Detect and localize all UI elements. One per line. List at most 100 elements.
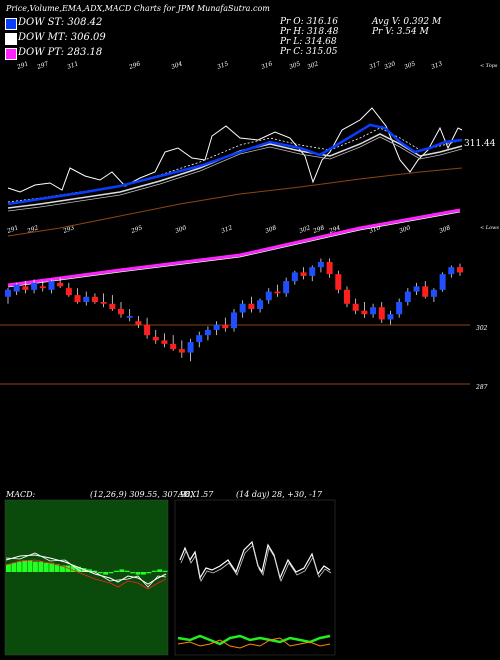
candle-body [396, 302, 403, 315]
macd-histogram-bar [135, 572, 141, 575]
macd-histogram-bar [6, 564, 11, 572]
top-label: 316 [260, 60, 273, 71]
macd-histogram-bar [108, 572, 114, 574]
candle-body [39, 286, 46, 289]
top-label: 311 [66, 60, 79, 70]
macd-histogram-bar [87, 569, 92, 572]
candle-body [178, 349, 185, 353]
low-label: 310 [368, 224, 381, 235]
macd-histogram-bar [130, 572, 136, 574]
stat-open: Pr O: 316.16 [280, 17, 338, 27]
macd-histogram-bar [146, 572, 152, 574]
candle-body [257, 300, 264, 309]
macd-signal-line [5, 552, 167, 588]
top-label: 317 [368, 60, 381, 71]
low-label: 294 [327, 224, 341, 235]
ema-panel: 291 297 311 296 304 315 316 305 302 317 320 305 313 2… [5, 60, 499, 237]
low-label: 300 [174, 224, 187, 235]
candle-body [413, 286, 420, 292]
candle-body [13, 284, 20, 292]
macd-title: MACD: [6, 490, 36, 499]
macd-histogram-bar [54, 564, 60, 572]
candle-body [283, 281, 290, 294]
candle-body [448, 267, 455, 275]
macd-histogram-bar [27, 560, 33, 572]
low-label: 312 [220, 224, 233, 235]
top-label: 305 [288, 60, 301, 71]
macd-histogram-bar [11, 562, 17, 572]
macd-histogram-bar [97, 572, 103, 574]
top-label: 315 [216, 60, 229, 71]
candle-body [300, 272, 307, 276]
level-label: 287 [475, 384, 488, 391]
macd-histogram-bar [103, 572, 109, 575]
low-label: 300 [398, 224, 411, 235]
candle-body [5, 289, 11, 297]
legend-dow-mt: DOW MT: 306.09 [18, 32, 106, 43]
candle-body [83, 296, 90, 303]
macd-panel [4, 499, 169, 656]
stat-close: Pr C: 315.05 [280, 47, 338, 57]
macd-histogram-bar [114, 570, 119, 572]
macd-histogram-bar [119, 569, 125, 572]
macd-histogram-bar [162, 570, 168, 572]
macd-histogram-bar [22, 560, 28, 572]
legend-dow-pt: DOW PT: 283.18 [18, 47, 103, 58]
candle-body [317, 261, 324, 268]
level-label: 302 [476, 325, 488, 332]
candle-body [48, 281, 55, 290]
top-label: 302 [306, 60, 319, 71]
legend-dow-st: DOW ST: 308.42 [18, 17, 103, 28]
tops-label: < Tops [480, 63, 498, 69]
low-label: 295 [129, 224, 143, 235]
macd-histogram-bar [33, 561, 38, 572]
adx-params: (14 day) 28, +30, -17 [236, 490, 323, 499]
candle-body [22, 286, 29, 290]
low-label: 293 [61, 224, 75, 235]
macd-histogram-bar [60, 565, 65, 572]
candle-body [387, 314, 394, 320]
macd-histogram-bar [43, 562, 49, 572]
candle-body [91, 296, 98, 303]
candle-body [361, 310, 368, 315]
candle-body [100, 302, 107, 304]
candle-body [152, 336, 159, 341]
candle-body [352, 303, 359, 311]
adx-line-2 [180, 544, 332, 583]
candle-body [457, 267, 463, 273]
low-label: 298 [311, 224, 325, 235]
macd-line [5, 554, 167, 585]
candle-body [231, 312, 237, 329]
minus-di-line [177, 637, 331, 649]
dow-pt-line-inner [7, 211, 461, 288]
candle-body [213, 324, 220, 330]
macd-histogram-bar [38, 561, 44, 572]
candle-body [344, 289, 350, 304]
candle-body [187, 342, 194, 353]
candle-body [439, 274, 446, 290]
stat-high: Pr H: 318.48 [280, 27, 339, 37]
top-label: 313 [430, 60, 443, 71]
low-label: 308 [438, 224, 451, 235]
macd-histogram-bar [16, 561, 22, 572]
adx-panel [174, 499, 336, 656]
candle-body [248, 303, 255, 309]
candle-body [291, 272, 298, 282]
candle-body [378, 307, 385, 320]
macd-background [4, 499, 169, 656]
macd-histogram-bar [141, 572, 146, 575]
dow-pt-line [7, 208, 461, 287]
top-label: 291 [15, 60, 29, 71]
macd-histogram-bar [76, 566, 82, 572]
legend-swatch-dow-st [5, 18, 17, 30]
candle-body [335, 274, 342, 290]
candle-body [274, 291, 281, 294]
candle-body [144, 324, 151, 336]
candle-body [109, 303, 116, 309]
candle-body [239, 303, 246, 313]
candle-body [196, 335, 203, 343]
candle-body [170, 343, 177, 350]
macd-red-line [5, 559, 167, 590]
low-label: 291 [5, 224, 19, 235]
